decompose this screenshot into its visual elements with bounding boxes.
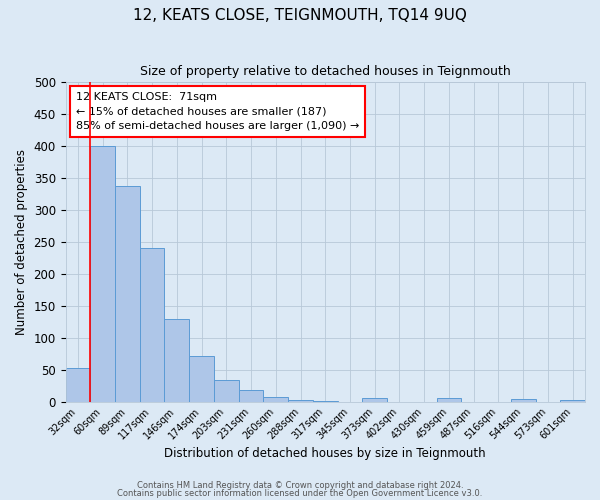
Bar — [65, 368, 90, 402]
Bar — [239, 390, 263, 402]
Bar — [263, 397, 288, 402]
Text: Contains public sector information licensed under the Open Government Licence v3: Contains public sector information licen… — [118, 489, 482, 498]
Bar — [437, 398, 461, 402]
Bar — [313, 401, 338, 402]
Title: Size of property relative to detached houses in Teignmouth: Size of property relative to detached ho… — [140, 65, 511, 78]
Bar — [511, 399, 536, 402]
Bar — [164, 319, 189, 402]
Bar — [115, 186, 140, 402]
Bar — [560, 400, 585, 402]
Bar — [288, 400, 313, 402]
Text: 12, KEATS CLOSE, TEIGNMOUTH, TQ14 9UQ: 12, KEATS CLOSE, TEIGNMOUTH, TQ14 9UQ — [133, 8, 467, 22]
X-axis label: Distribution of detached houses by size in Teignmouth: Distribution of detached houses by size … — [164, 447, 486, 460]
Text: Contains HM Land Registry data © Crown copyright and database right 2024.: Contains HM Land Registry data © Crown c… — [137, 480, 463, 490]
Text: 12 KEATS CLOSE:  71sqm
← 15% of detached houses are smaller (187)
85% of semi-de: 12 KEATS CLOSE: 71sqm ← 15% of detached … — [76, 92, 359, 131]
Bar — [140, 248, 164, 402]
Bar — [90, 146, 115, 402]
Bar — [362, 398, 387, 402]
Bar — [189, 356, 214, 402]
Bar — [214, 380, 239, 402]
Y-axis label: Number of detached properties: Number of detached properties — [15, 149, 28, 335]
